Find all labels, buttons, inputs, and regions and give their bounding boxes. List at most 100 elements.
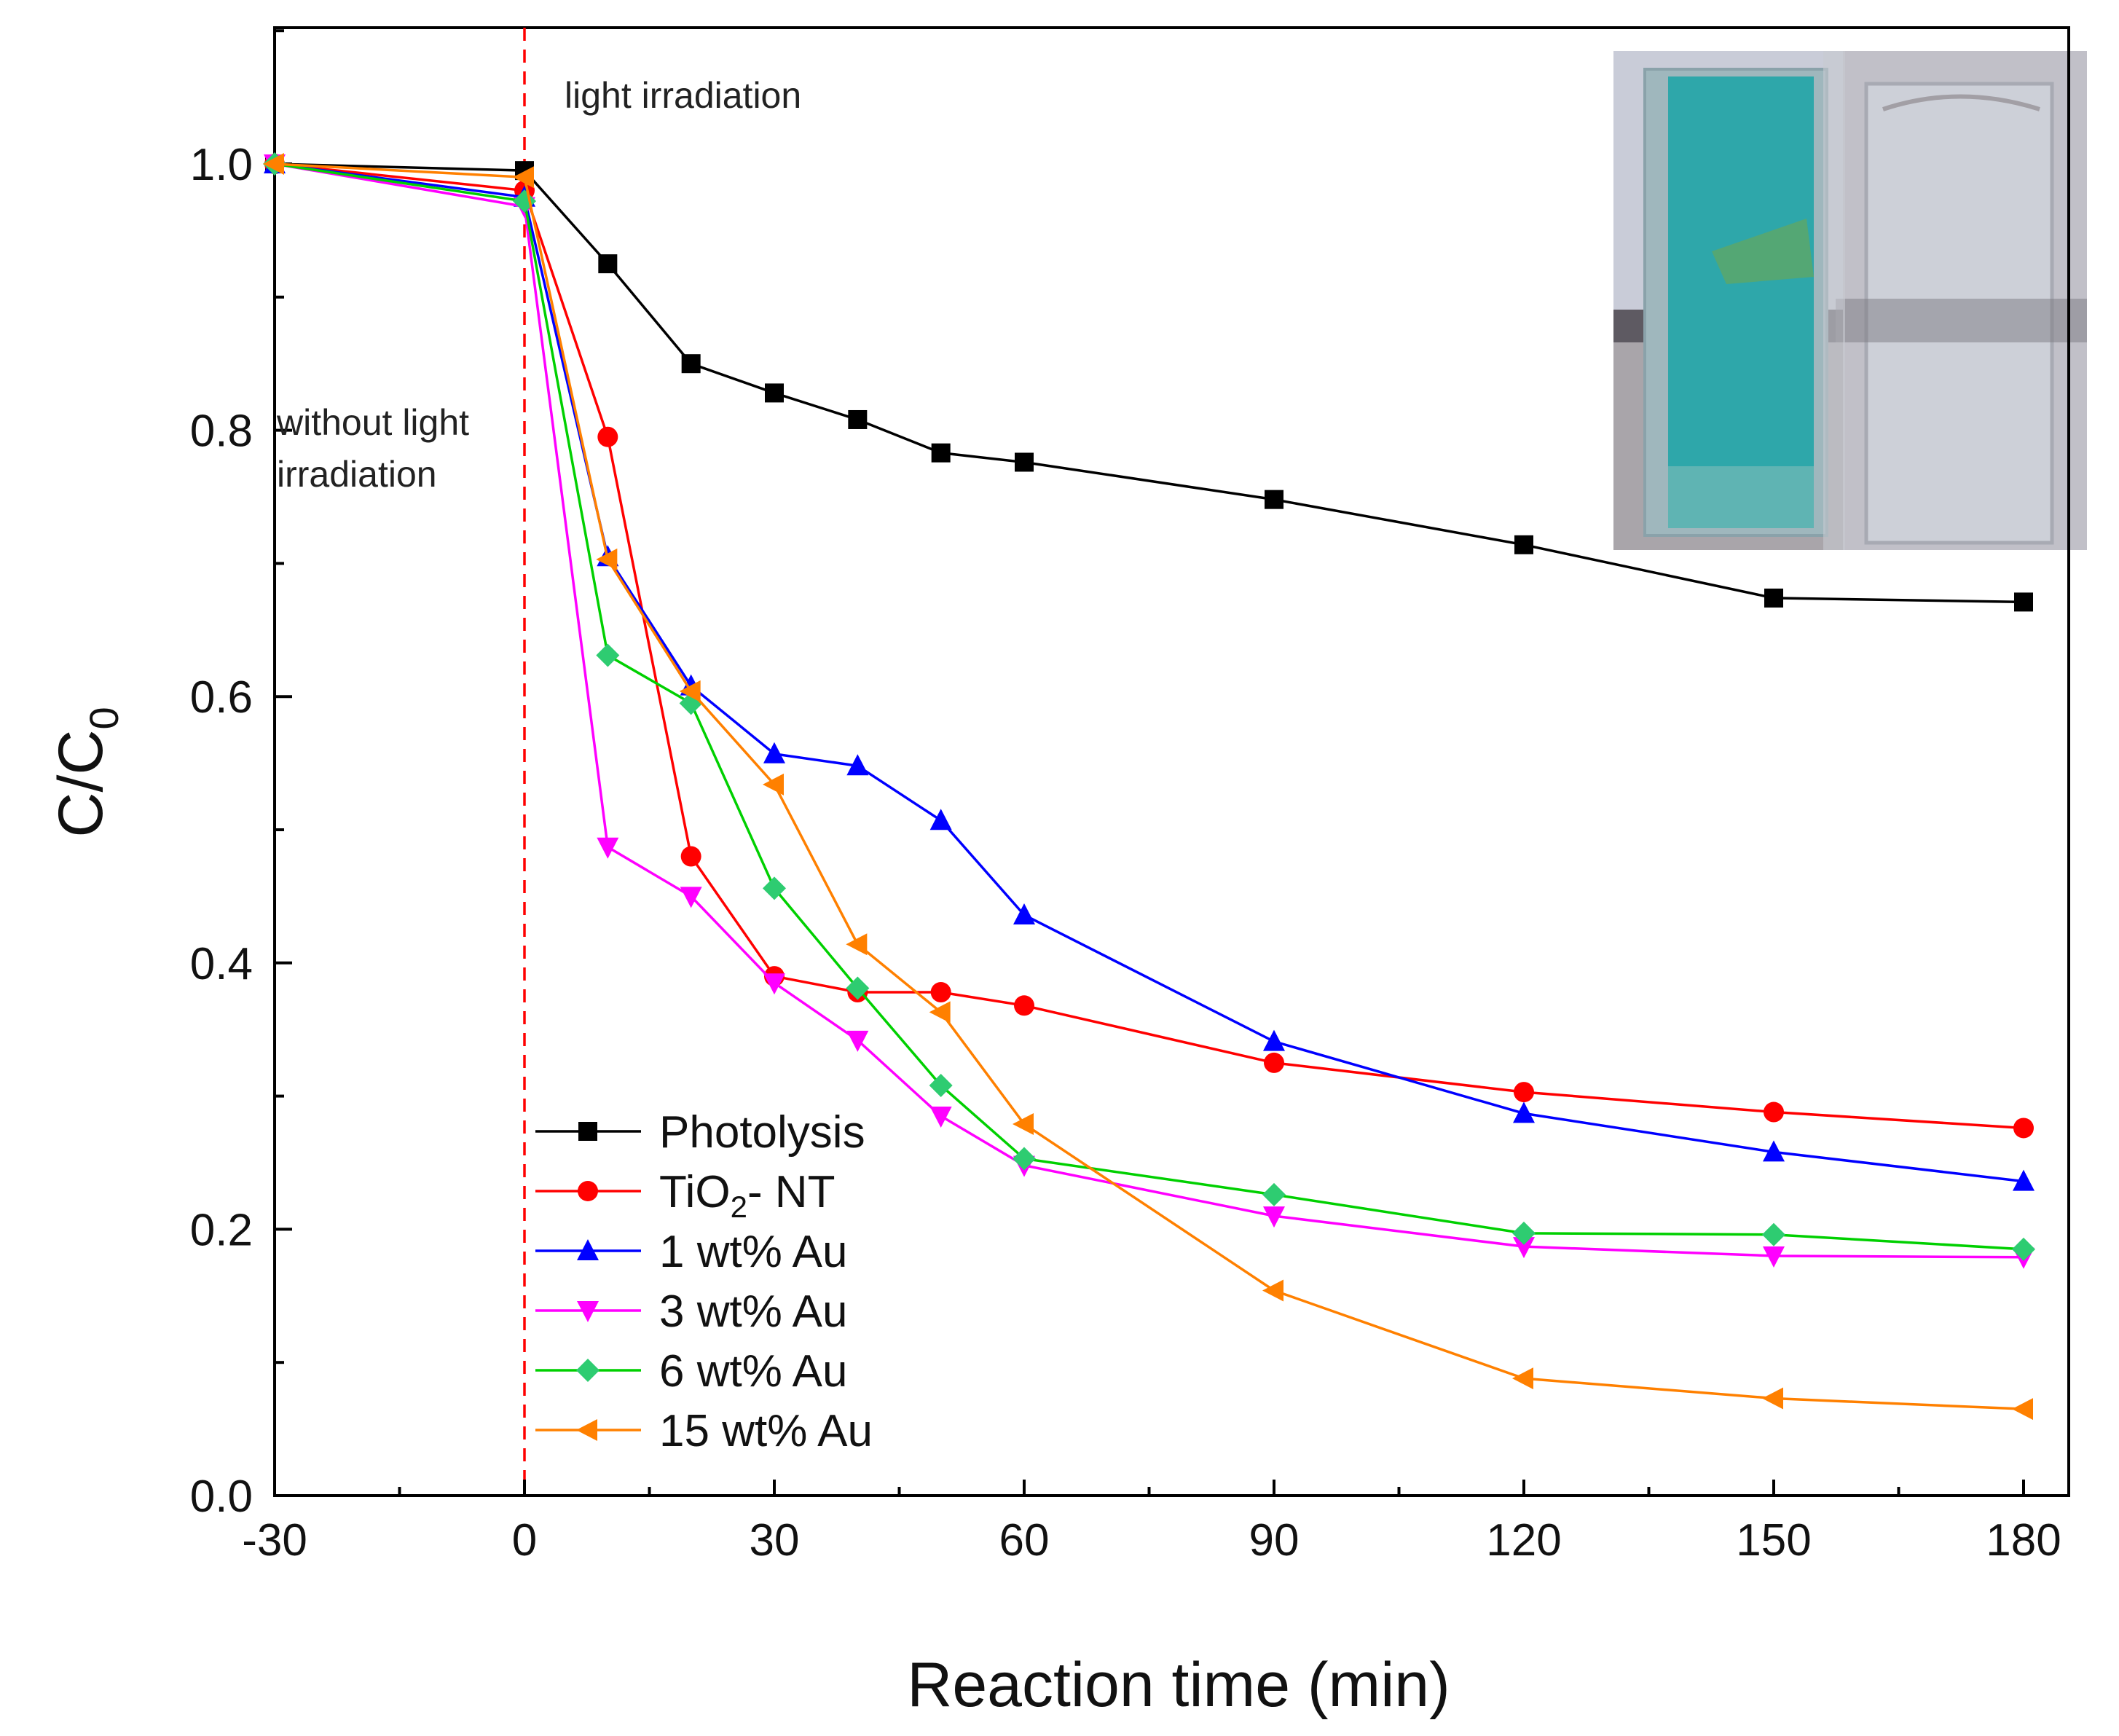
series-5-point (1762, 1387, 1783, 1410)
legend: Photolysis TiO2- NT1 wt% Au 3 wt% Au 6 wt% … (535, 1107, 873, 1456)
legend-label: Photolysis (659, 1107, 865, 1158)
series-5-point (513, 166, 534, 189)
dark-annotation-line1: without light (276, 402, 469, 443)
light-irradiation-annotation: light irradiation (565, 75, 801, 116)
series-4-point (1262, 1182, 1286, 1206)
series-3-point (1263, 1206, 1285, 1228)
series-0-point (1764, 588, 1783, 608)
y-axis-ticks: 0.0 0.2 0.4 0.6 0.8 1.0 (190, 29, 292, 1522)
series-5-line (274, 162, 2024, 1410)
y-tick-label: 0.0 (190, 1472, 253, 1522)
legend-item: 1 wt% Au (535, 1227, 847, 1277)
series-5-point (763, 773, 784, 796)
series-2-point (763, 742, 785, 763)
legend-item: 3 wt% Au (535, 1287, 847, 1337)
y-axis-label: C/C0 (46, 707, 127, 837)
series-4-point (929, 1073, 953, 1097)
series-0-point (2014, 592, 2033, 612)
y-tick-label: 0.2 (190, 1205, 253, 1255)
series-1-point (2013, 1118, 2034, 1139)
legend-label: 3 wt% Au (659, 1287, 847, 1337)
series-0-point (1015, 452, 1034, 472)
dye-cuvette (1643, 68, 1828, 537)
series-5-point (596, 548, 618, 570)
legend-marker (578, 1181, 598, 1201)
y-tick-label: 1.0 (190, 140, 253, 190)
series-1-point (597, 426, 618, 447)
series-4-point (1512, 1221, 1536, 1245)
x-tick-label: 30 (750, 1515, 800, 1566)
x-axis-ticks: -30 0 30 60 90 120 150 180 (242, 1480, 2061, 1566)
series-4-point (1762, 1222, 1785, 1246)
series-3-point (597, 837, 619, 859)
series-3-line (274, 162, 2024, 1259)
y-tick-label: 0.6 (190, 672, 253, 723)
legend-item: 15 wt% Au (535, 1406, 873, 1456)
series-3-point (1513, 1237, 1535, 1259)
series-3-point (929, 1107, 952, 1128)
series-0-point (931, 443, 951, 463)
series-0-point (598, 254, 618, 274)
series-2-point (1263, 1029, 1285, 1051)
y-tick-label: 0.8 (190, 406, 253, 457)
series-2-point (1763, 1140, 1785, 1162)
series-5-point (846, 933, 868, 956)
series-1-line (274, 162, 2024, 1130)
series-2-point (929, 809, 952, 830)
series-5 (263, 153, 2033, 1421)
legend-marker (576, 1419, 597, 1441)
x-tick-label: 120 (1486, 1515, 1561, 1566)
series-0-point (848, 409, 868, 429)
legend-item: TiO2- NT (535, 1167, 835, 1224)
series-1-point (680, 846, 701, 867)
series-0-point (1265, 490, 1283, 509)
series-2-point (846, 754, 869, 776)
series-3-point (680, 887, 702, 908)
series-0-line (274, 162, 2024, 604)
y-tick-label: 0.4 (190, 939, 253, 989)
legend-marker (576, 1359, 599, 1382)
legend-marker (578, 1122, 597, 1141)
legend-item: Photolysis (535, 1107, 865, 1158)
series-4-point (2012, 1237, 2035, 1261)
series-2-point (1013, 903, 1035, 924)
legend-item: 6 wt% Au (535, 1346, 847, 1397)
inset-photo (1613, 51, 2087, 550)
series-1-point (930, 982, 951, 1003)
series-4-point (763, 876, 786, 900)
x-tick-label: -30 (242, 1515, 307, 1566)
series-1-point (1014, 995, 1034, 1016)
series-5-point (1512, 1367, 1533, 1390)
series-1-point (1264, 1052, 1284, 1073)
series-1-point (1764, 1101, 1784, 1123)
x-axis-label: Reaction time (min) (907, 1650, 1450, 1720)
series-3-point (763, 973, 785, 995)
legend-label: TiO2- NT (659, 1167, 835, 1224)
x-tick-label: 90 (1249, 1515, 1300, 1566)
clear-cuvette (1836, 51, 2087, 550)
x-tick-label: 0 (512, 1515, 537, 1566)
series-5-point (1013, 1112, 1034, 1135)
legend-label: 1 wt% Au (659, 1227, 847, 1277)
series-layer (263, 152, 2035, 1421)
series-4-line (274, 162, 2024, 1251)
legend-marker (577, 1301, 599, 1322)
series-0-point (765, 383, 784, 403)
series-4-point (1013, 1147, 1036, 1171)
series-0 (265, 154, 2033, 612)
x-tick-label: 180 (1986, 1515, 2061, 1566)
series-5-point (929, 1001, 951, 1024)
legend-marker (577, 1239, 599, 1260)
series-5-point (679, 680, 701, 702)
series-5-point (1262, 1279, 1283, 1302)
x-tick-label: 60 (999, 1515, 1050, 1566)
dark-annotation-line2: irradiation (277, 454, 437, 495)
series-4-point (596, 643, 620, 667)
x-tick-label: 150 (1736, 1515, 1811, 1566)
series-2-point (1513, 1101, 1535, 1123)
series-4-point (846, 976, 870, 1000)
legend-label: 15 wt% Au (659, 1406, 873, 1456)
series-0-point (681, 354, 701, 374)
series-1-point (1514, 1082, 1534, 1103)
